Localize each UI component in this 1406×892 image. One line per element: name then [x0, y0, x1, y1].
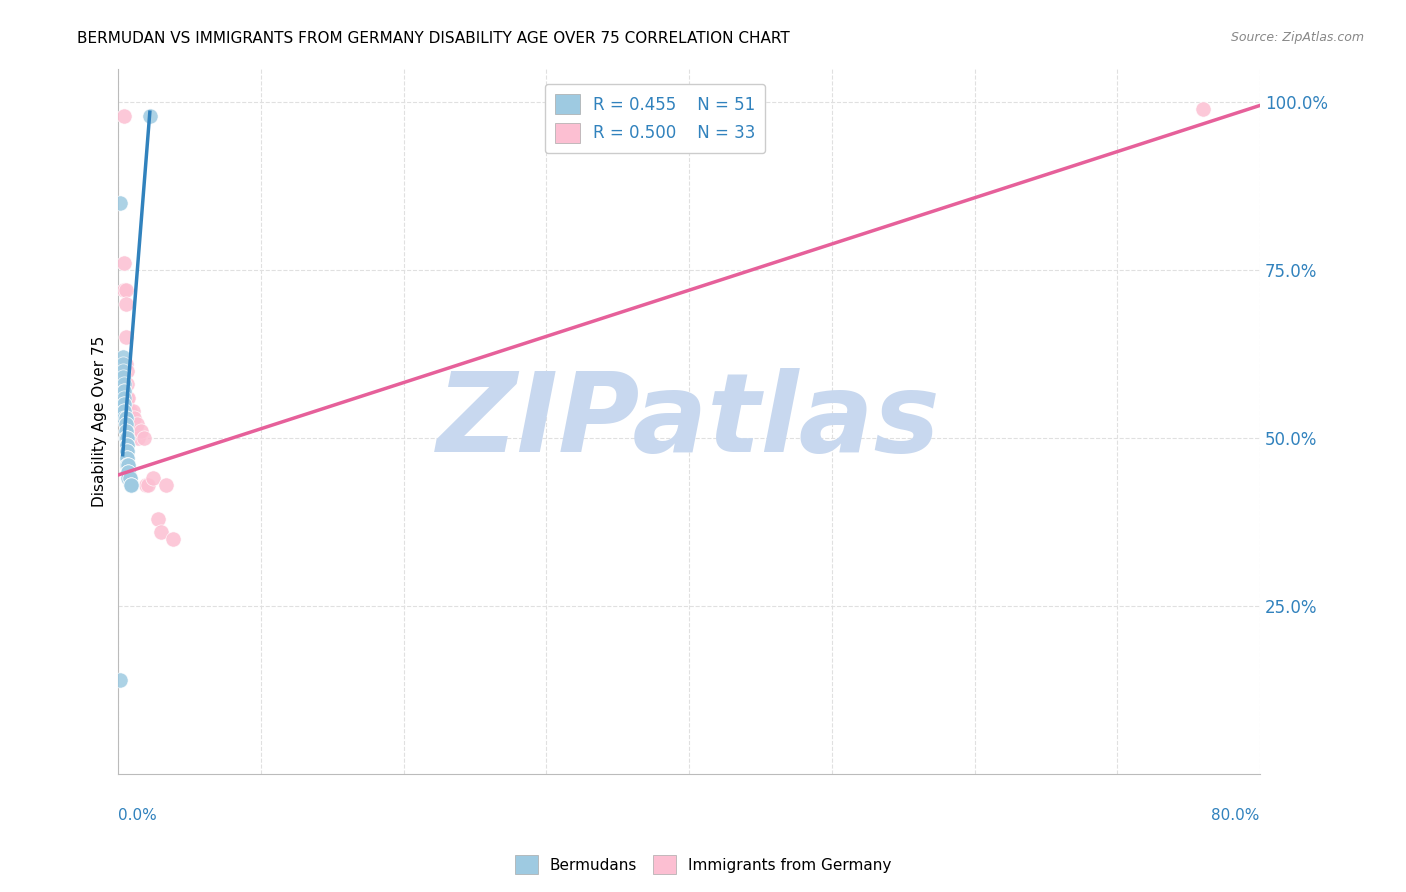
- Point: [115, 364, 138, 378]
- Point: [114, 410, 136, 425]
- Point: [114, 431, 136, 445]
- Point: [112, 109, 135, 123]
- Point: [117, 458, 139, 472]
- Text: BERMUDAN VS IMMIGRANTS FROM GERMANY DISABILITY AGE OVER 75 CORRELATION CHART: BERMUDAN VS IMMIGRANTS FROM GERMANY DISA…: [77, 31, 790, 46]
- Y-axis label: Disability Age Over 75: Disability Age Over 75: [93, 335, 107, 507]
- Point: [111, 351, 134, 365]
- Point: [112, 384, 135, 398]
- Point: [114, 417, 136, 432]
- Point: [120, 478, 142, 492]
- Point: [122, 410, 145, 425]
- Point: [112, 410, 135, 425]
- Point: [118, 404, 141, 418]
- Point: [1191, 102, 1213, 116]
- Point: [115, 391, 138, 405]
- Point: [115, 437, 138, 451]
- Point: [115, 431, 138, 445]
- Point: [117, 391, 139, 405]
- Point: [138, 478, 160, 492]
- Point: [108, 673, 131, 687]
- Point: [115, 437, 138, 451]
- Point: [115, 458, 138, 472]
- Point: [115, 444, 138, 458]
- Point: [129, 424, 152, 438]
- Point: [114, 431, 136, 445]
- Point: [118, 417, 141, 432]
- Point: [112, 377, 135, 392]
- Point: [120, 478, 142, 492]
- Point: [108, 195, 131, 210]
- Point: [112, 397, 135, 411]
- Point: [114, 417, 136, 432]
- Point: [117, 465, 139, 479]
- Point: [115, 451, 138, 466]
- Point: [112, 404, 135, 418]
- Point: [114, 296, 136, 310]
- Point: [111, 370, 134, 384]
- Point: [115, 437, 138, 451]
- Point: [115, 451, 138, 466]
- Point: [155, 478, 177, 492]
- Point: [114, 410, 136, 425]
- Point: [117, 465, 139, 479]
- Point: [121, 417, 143, 432]
- Point: [120, 478, 142, 492]
- Text: 0.0%: 0.0%: [118, 808, 157, 823]
- Point: [124, 424, 146, 438]
- Point: [127, 431, 149, 445]
- Point: [118, 410, 141, 425]
- Point: [114, 424, 136, 438]
- Point: [114, 424, 136, 438]
- Point: [117, 465, 139, 479]
- Point: [115, 444, 138, 458]
- Point: [114, 330, 136, 344]
- Point: [115, 451, 138, 466]
- Point: [120, 424, 142, 438]
- Point: [115, 377, 138, 392]
- Point: [117, 404, 139, 418]
- Point: [114, 357, 136, 371]
- Legend: R = 0.455    N = 51, R = 0.500    N = 33: R = 0.455 N = 51, R = 0.500 N = 33: [544, 84, 765, 153]
- Legend: Bermudans, Immigrants from Germany: Bermudans, Immigrants from Germany: [509, 849, 897, 880]
- Point: [112, 384, 135, 398]
- Point: [112, 283, 135, 297]
- Point: [139, 109, 162, 123]
- Point: [112, 404, 135, 418]
- Point: [134, 431, 156, 445]
- Point: [115, 444, 138, 458]
- Point: [125, 417, 148, 432]
- Point: [150, 524, 173, 539]
- Point: [112, 256, 135, 270]
- Point: [117, 471, 139, 485]
- Point: [114, 283, 136, 297]
- Point: [121, 404, 143, 418]
- Point: [118, 471, 141, 485]
- Point: [114, 431, 136, 445]
- Point: [115, 431, 138, 445]
- Point: [115, 458, 138, 472]
- Text: Source: ZipAtlas.com: Source: ZipAtlas.com: [1230, 31, 1364, 45]
- Point: [135, 478, 157, 492]
- Point: [111, 364, 134, 378]
- Point: [117, 458, 139, 472]
- Point: [148, 511, 170, 525]
- Point: [115, 458, 138, 472]
- Point: [112, 391, 135, 405]
- Point: [112, 397, 135, 411]
- Point: [118, 471, 141, 485]
- Text: ZIPatlas: ZIPatlas: [437, 368, 941, 475]
- Point: [117, 417, 139, 432]
- Point: [142, 471, 165, 485]
- Point: [114, 431, 136, 445]
- Point: [162, 532, 184, 546]
- Point: [111, 357, 134, 371]
- Text: 80.0%: 80.0%: [1212, 808, 1260, 823]
